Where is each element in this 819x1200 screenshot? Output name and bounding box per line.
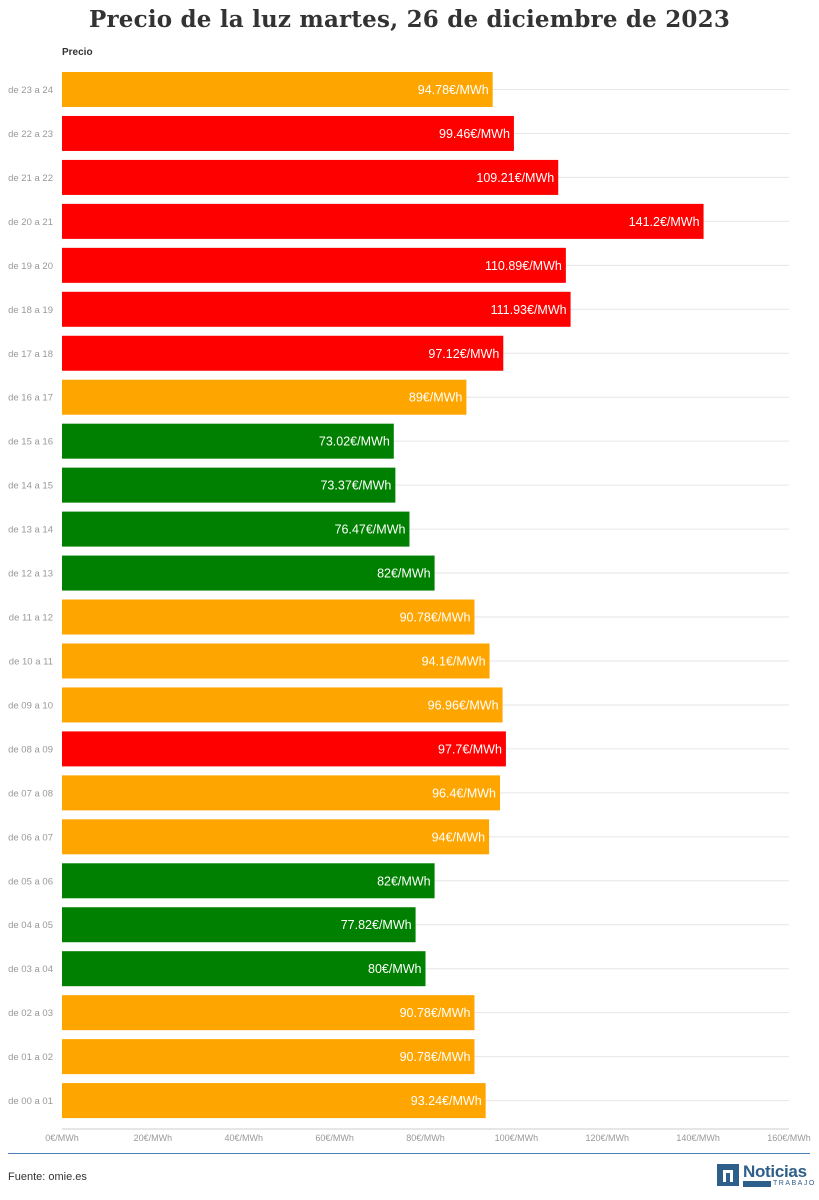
x-tick-label: 100€/MWh [495,1133,539,1143]
x-tick-label: 60€/MWh [315,1133,354,1143]
data-label: 110.89€/MWh [485,259,562,273]
bar[interactable] [62,1039,475,1075]
data-label: 90.78€/MWh [400,1006,471,1020]
data-label: 73.37€/MWh [320,479,391,493]
data-label: 89€/MWh [409,391,463,405]
bar[interactable] [62,511,410,547]
category-label: de 04 a 05 [8,920,53,931]
bar[interactable] [62,819,490,855]
bar[interactable] [62,907,416,943]
logo-bar [743,1181,771,1187]
x-tick-label: 20€/MWh [134,1133,173,1143]
data-label: 80€/MWh [368,962,422,976]
bar-chart: de 23 a 24 94.78€/MWh de 22 a 23 99.46€/MWh… [8,72,811,1143]
category-label: de 15 a 16 [8,437,53,448]
noticias-trabajo-logo[interactable]: Noticias TRABAJO [717,1162,816,1190]
category-label: de 23 a 24 [8,85,53,96]
category-label: de 17 a 18 [8,349,53,360]
category-label: de 10 a 11 [9,656,53,667]
category-label: de 21 a 22 [8,173,53,184]
data-label: 82€/MWh [377,874,431,888]
data-label: 141.2€/MWh [629,215,700,229]
bar[interactable] [62,159,559,195]
data-label: 90.78€/MWh [400,1050,471,1064]
bar[interactable] [62,643,490,679]
category-label: de 09 a 10 [8,700,53,711]
x-tick-label: 120€/MWh [585,1133,629,1143]
bar[interactable] [62,423,394,459]
data-label: 77.82€/MWh [341,918,412,932]
bar[interactable] [62,599,475,635]
category-label: de 08 a 09 [8,744,53,755]
category-label: de 19 a 20 [8,261,53,272]
data-label: 97.7€/MWh [438,742,502,756]
data-label: 73.02€/MWh [319,435,390,449]
category-label: de 16 a 17 [8,393,53,404]
data-label: 99.46€/MWh [439,127,510,141]
bar[interactable] [62,1083,486,1119]
source-note: Fuente: omie.es [8,1171,87,1183]
bar[interactable] [62,291,571,327]
data-label: 94.78€/MWh [418,83,489,97]
data-label: 94.1€/MWh [422,654,486,668]
bar[interactable] [62,115,514,151]
x-tick-label: 0€/MWh [45,1133,79,1143]
x-tick-label: 80€/MWh [406,1133,445,1143]
category-label: de 22 a 23 [8,129,53,140]
category-label: de 11 a 12 [9,613,53,624]
category-label: de 13 a 14 [8,525,53,536]
x-tick-label: 140€/MWh [676,1133,720,1143]
data-label: 96.96€/MWh [428,698,499,712]
bar[interactable] [62,863,435,899]
data-label: 96.4€/MWh [432,786,496,800]
category-label: de 02 a 03 [8,1008,53,1019]
category-label: de 00 a 01 [8,1096,53,1107]
category-label: de 06 a 07 [8,832,53,843]
bar[interactable] [62,72,493,107]
logo-subtitle: TRABAJO [773,1180,816,1187]
data-label: 97.12€/MWh [428,347,499,361]
bar[interactable] [62,203,704,239]
chart-title: Precio de la luz martes, 26 de diciembre… [88,6,731,33]
category-label: de 18 a 19 [8,305,53,316]
bar[interactable] [62,687,503,723]
data-label: 90.78€/MWh [400,611,471,625]
logo-mark-icon [717,1164,739,1186]
category-label: de 05 a 06 [8,876,53,887]
category-label: de 03 a 04 [8,964,53,975]
bar[interactable] [62,379,467,415]
bar[interactable] [62,555,435,591]
bar[interactable] [62,467,396,503]
bar[interactable] [62,951,426,987]
y-axis-title: Precio [62,47,93,58]
x-tick-label: 160€/MWh [767,1133,811,1143]
footer-divider [8,1153,810,1154]
bar[interactable] [62,335,504,371]
data-label: 76.47€/MWh [335,523,406,537]
bar[interactable] [62,731,506,767]
category-label: de 01 a 02 [8,1052,53,1063]
data-label: 93.24€/MWh [411,1094,482,1108]
x-tick-label: 40€/MWh [224,1133,263,1143]
category-label: de 07 a 08 [8,788,53,799]
category-label: de 14 a 15 [8,481,53,492]
data-label: 109.21€/MWh [476,171,554,185]
bar[interactable] [62,775,501,811]
data-label: 111.93€/MWh [491,303,567,317]
bar[interactable] [62,995,475,1031]
logo-name: Noticias [743,1162,807,1181]
data-label: 94€/MWh [432,830,486,844]
category-label: de 12 a 13 [8,569,53,580]
category-label: de 20 a 21 [8,217,53,228]
bar[interactable] [62,247,566,283]
data-label: 82€/MWh [377,567,431,581]
